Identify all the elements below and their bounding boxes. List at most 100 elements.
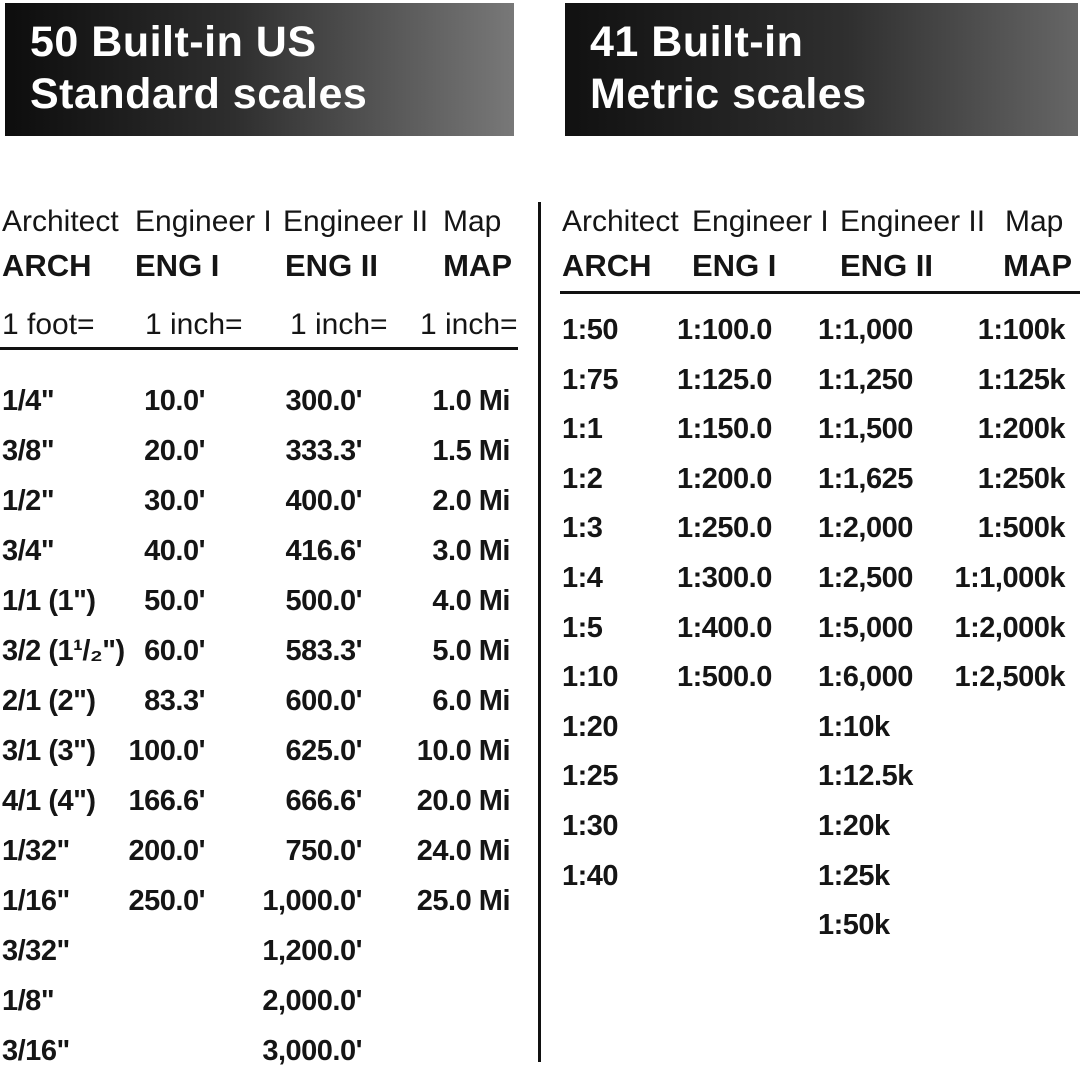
- table-cell: 40.0': [144, 535, 205, 567]
- table-cell: 4.0 Mi: [432, 585, 510, 617]
- metric-col-abbrev-eng1: ENG I: [692, 248, 777, 283]
- table-cell: 1:75: [562, 363, 619, 396]
- table-row: 2/1 (2") 83.3' 600.0' 6.0 Mi: [0, 676, 518, 726]
- table-cell: 10.0': [144, 385, 205, 417]
- table-cell: 1:2,500: [818, 561, 913, 594]
- table-cell: 1:5: [562, 611, 603, 644]
- table-cell: 1:12.5k: [818, 760, 913, 793]
- table-row: 1:10 1:500.0 1:6,000 1:2,500k: [562, 653, 1072, 703]
- table-cell: 10.0 Mi: [416, 735, 511, 767]
- table-cell: 1:2: [562, 462, 603, 495]
- us-col-header-engineer1: Engineer I: [135, 205, 272, 238]
- table-cell: 1:10: [562, 661, 619, 694]
- table-row: 1/32" 200.0' 750.0' 24.0 Mi: [0, 826, 518, 876]
- table-row: 3/2 (1¹/₂") 60.0' 583.3' 5.0 Mi: [0, 626, 518, 676]
- us-col-header-map: Map: [443, 205, 502, 238]
- table-cell: 3/16": [2, 1035, 70, 1067]
- table-cell: 2,000.0': [262, 985, 362, 1017]
- us-unit-inch2: 1 inch=: [290, 308, 388, 341]
- table-cell: 1/32": [2, 835, 70, 867]
- metric-col-header-engineer1: Engineer I: [692, 205, 829, 238]
- us-unit-inch3: 1 inch=: [420, 308, 518, 341]
- table-cell: 25.0 Mi: [416, 885, 511, 917]
- table-cell: 1:100.0: [677, 314, 772, 346]
- table-cell: 4/1 (4"): [2, 785, 96, 817]
- us-banner-line2: Standard scales: [30, 70, 368, 118]
- us-banner-line1: 50 Built-in US: [30, 18, 317, 66]
- table-cell: 1.0 Mi: [432, 385, 510, 417]
- table-cell: 1:100k: [977, 314, 1066, 346]
- metric-header-rule: [560, 291, 1080, 294]
- table-cell: 1:125k: [977, 363, 1066, 396]
- table-cell: 3/32": [2, 935, 70, 967]
- table-cell: 1/1 (1"): [2, 585, 96, 617]
- table-cell: 1:2,000: [818, 512, 913, 545]
- metric-col-abbrev-map: MAP: [1003, 248, 1072, 283]
- table-cell: 1:1,625: [818, 462, 913, 495]
- table-cell: 1:500.0: [677, 661, 772, 694]
- table-cell: 1,000.0': [262, 885, 362, 917]
- table-cell: 30.0': [144, 485, 205, 517]
- table-cell: 83.3': [144, 685, 205, 717]
- table-row: 1:25 1:12.5k: [562, 752, 1072, 802]
- table-cell: 250.0': [128, 885, 206, 917]
- table-row: 1:50k: [562, 901, 1072, 951]
- table-cell: 3/2 (1¹/₂"): [2, 635, 125, 667]
- table-cell: 20.0': [144, 435, 205, 467]
- us-scales-banner: 50 Built-in US Standard scales: [5, 3, 514, 136]
- table-row: 1:40 1:25k: [562, 852, 1072, 902]
- table-cell: 500.0': [285, 585, 363, 617]
- table-cell: 1.5 Mi: [432, 435, 510, 467]
- table-cell: 3,000.0': [262, 1035, 362, 1067]
- metric-scales-banner: 41 Built-in Metric scales: [565, 3, 1078, 136]
- us-table-body: 1/4" 10.0' 300.0' 1.0 Mi 3/8" 20.0' 333.3' 1.5 …: [0, 376, 518, 1068]
- table-row: 1/16" 250.0' 1,000.0' 25.0 Mi: [0, 876, 518, 926]
- table-cell: 1:4: [562, 561, 603, 594]
- table-cell: 1:1,000: [818, 314, 913, 346]
- table-cell: 1:20: [562, 710, 619, 743]
- table-cell: 100.0': [128, 735, 206, 767]
- metric-col-header-map: Map: [1005, 205, 1064, 238]
- metric-banner-line2: Metric scales: [590, 70, 867, 118]
- table-row: 1:2 1:200.0 1:1,625 1:250k: [562, 455, 1072, 505]
- table-cell: 166.6': [128, 785, 206, 817]
- metric-col-header-engineer2: Engineer II: [840, 205, 986, 238]
- table-cell: 50.0': [144, 585, 205, 617]
- us-col-abbrev-eng2: ENG II: [285, 248, 379, 283]
- table-cell: 666.6': [285, 785, 363, 817]
- table-row: 1/8" 2,000.0': [0, 976, 518, 1026]
- table-cell: 1:40: [562, 859, 619, 892]
- table-divider-rule: [538, 202, 541, 1062]
- us-header-rule: [0, 347, 518, 350]
- table-cell: 600.0': [285, 685, 363, 717]
- table-row: 1:5 1:400.0 1:5,000 1:2,000k: [562, 604, 1072, 654]
- table-cell: 1:50k: [818, 909, 890, 942]
- table-cell: 1:2,500k: [954, 661, 1066, 694]
- table-cell: 583.3': [285, 635, 363, 667]
- table-cell: 3.0 Mi: [432, 535, 510, 567]
- metric-col-header-architect: Architect: [562, 205, 679, 238]
- table-cell: 200.0': [128, 835, 206, 867]
- table-row: 1:1 1:150.0 1:1,500 1:200k: [562, 405, 1072, 455]
- table-row: 3/32" 1,200.0': [0, 926, 518, 976]
- table-cell: 625.0': [285, 735, 363, 767]
- table-cell: 2/1 (2"): [2, 685, 96, 717]
- table-cell: 1:250k: [977, 462, 1066, 495]
- us-unit-inch1: 1 inch=: [145, 308, 243, 341]
- table-cell: 1:1,000k: [954, 561, 1066, 594]
- table-cell: 6.0 Mi: [432, 685, 510, 717]
- table-cell: 1/8": [2, 985, 55, 1017]
- table-cell: 1:300.0: [677, 561, 772, 594]
- table-cell: 3/4": [2, 535, 55, 567]
- table-cell: 1/16": [2, 885, 70, 917]
- us-col-header-architect: Architect: [2, 205, 119, 238]
- table-cell: 1:5,000: [818, 611, 913, 644]
- metric-col-abbrev-eng2: ENG II: [840, 248, 934, 283]
- metric-col-abbrev-arch: ARCH: [562, 248, 652, 283]
- table-row: 1:30 1:20k: [562, 802, 1072, 852]
- table-cell: 1,200.0': [262, 935, 362, 967]
- table-cell: 1:30: [562, 809, 619, 842]
- table-row: 1:50 1:100.0 1:1,000 1:100k: [562, 306, 1072, 356]
- table-row: 1/1 (1") 50.0' 500.0' 4.0 Mi: [0, 576, 518, 626]
- table-row: 1:4 1:300.0 1:2,500 1:1,000k: [562, 554, 1072, 604]
